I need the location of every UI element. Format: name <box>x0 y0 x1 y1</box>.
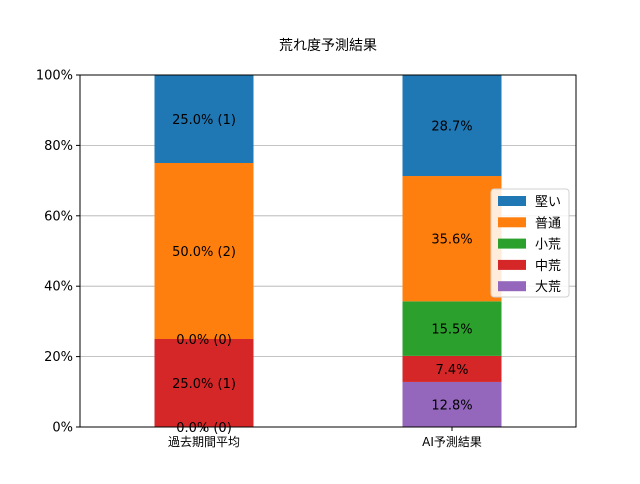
legend-label: 大荒 <box>535 280 561 295</box>
y-tick-label: 40% <box>44 280 73 295</box>
bar-segment <box>402 75 502 177</box>
bar-segment <box>154 163 254 339</box>
legend-swatch <box>498 217 526 228</box>
bar-segment <box>154 75 254 163</box>
legend-label: 小荒 <box>535 238 561 253</box>
bar-value-label: 0.0% (0) <box>176 333 232 348</box>
bar-segment <box>402 381 502 427</box>
bar-value-label: 28.7% <box>431 120 472 135</box>
bar-segment <box>154 339 254 427</box>
legend-label: 堅い <box>535 195 561 210</box>
legend <box>490 188 570 298</box>
legend-swatch <box>498 259 526 270</box>
bar-value-label: 7.4% <box>435 363 468 378</box>
legend-swatch <box>498 196 526 206</box>
bar-value-label: 25.0% (1) <box>172 377 236 392</box>
legend-label: 普通 <box>535 216 561 231</box>
y-tick-label: 100% <box>36 69 73 84</box>
bar-segment <box>402 355 502 382</box>
legend-swatch <box>498 238 526 249</box>
bar-value-label: 25.0% (1) <box>172 113 236 128</box>
x-tick-label: 過去期間平均 <box>168 435 240 449</box>
bar-value-label: 50.0% (2) <box>172 245 236 260</box>
y-tick-label: 80% <box>44 139 73 154</box>
bar-segment <box>402 176 502 302</box>
legend-swatch <box>498 281 526 292</box>
plot-frame <box>79 74 577 428</box>
bar-value-label: 15.5% <box>431 323 472 338</box>
bar-value-label: 12.8% <box>431 398 472 413</box>
bar-segment <box>402 301 502 356</box>
y-tick-label: 60% <box>44 209 73 224</box>
y-tick-label: 0% <box>52 421 73 436</box>
bar-value-label: 35.6% <box>431 233 472 248</box>
chart-title: 荒れ度予測結果 <box>279 38 377 54</box>
x-tick-label: AI予測結果 <box>422 435 482 449</box>
legend-label: 中荒 <box>535 259 561 274</box>
y-tick-label: 20% <box>44 350 73 365</box>
